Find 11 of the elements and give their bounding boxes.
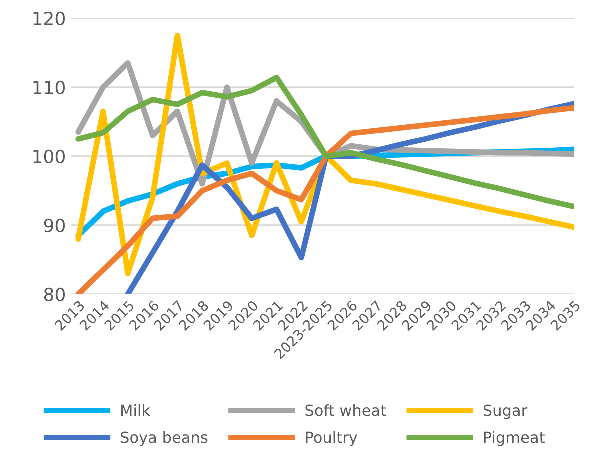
- legend-label: Milk: [122, 404, 150, 416]
- legend-label: Pigmeat: [484, 431, 545, 446]
- y-tick-label: 90: [44, 218, 65, 233]
- legend-label: Soya beans: [121, 431, 208, 446]
- y-tick-label: 110: [34, 80, 65, 95]
- legend-label: Sugar: [484, 404, 528, 420]
- y-tick-label: 80: [44, 288, 65, 302]
- legend-label: Soft wheat: [306, 404, 386, 416]
- legend-label: Poultry: [306, 431, 358, 446]
- y-tick-label: 120: [34, 12, 65, 26]
- y-tick-label: 100: [34, 150, 65, 164]
